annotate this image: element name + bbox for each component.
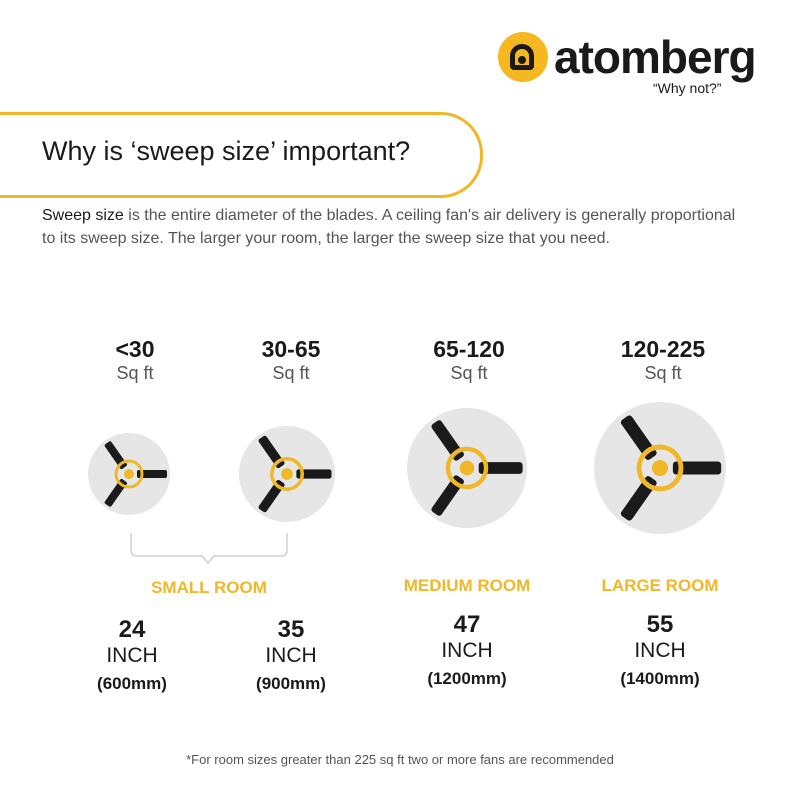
sweep-size: 35 (277, 616, 305, 643)
intro-paragraph: Sweep size is the entire diameter of the… (42, 204, 742, 250)
sweep-size: 55 (646, 611, 674, 638)
sweep-mm: (600mm) (97, 674, 167, 693)
fan-hub (459, 460, 475, 476)
sweep-unit: INCH (441, 639, 493, 662)
sweep-unit: INCH (265, 644, 317, 667)
size-4: 55 INCH (1400mm) (580, 611, 740, 689)
size-1: 24 INCH (600mm) (52, 616, 212, 694)
room-area: <30 (115, 336, 155, 362)
small-room-label: SMALL ROOM (151, 578, 267, 597)
fan-column-1: <30 Sq ft (55, 336, 215, 384)
fan-hub-ring (445, 446, 489, 490)
room-area: 30-65 (261, 336, 321, 362)
large-room-label: LARGE ROOM (601, 576, 719, 595)
fan-blade (296, 469, 332, 479)
fan-column-2: 30-65 Sq ft (211, 336, 371, 384)
room-area: 120-225 (620, 336, 706, 362)
fan-hub-ring (270, 457, 304, 491)
intro-bold: Sweep size (42, 207, 124, 224)
fan-icon (407, 408, 527, 528)
area-unit: Sq ft (644, 363, 682, 383)
area-unit: Sq ft (116, 363, 154, 383)
size-3: 47 INCH (1200mm) (387, 611, 547, 689)
page-title: Why is ‘sweep size’ important? (42, 136, 411, 166)
room-area: 65-120 (433, 336, 505, 362)
brand-tagline: “Why not?” (653, 80, 722, 96)
size-2: 35 INCH (900mm) (211, 616, 371, 694)
fan-hub-ring (114, 459, 144, 489)
sweep-size: 24 (118, 616, 146, 643)
footnote: *For room sizes greater than 225 sq ft t… (186, 752, 614, 767)
sweep-unit: INCH (106, 644, 158, 667)
fan-hub (124, 469, 134, 479)
fan-column-3: 65-120 Sq ft (389, 336, 549, 384)
sweep-mm: (1400mm) (620, 669, 700, 688)
area-unit: Sq ft (272, 363, 310, 383)
small-room-bracket (130, 533, 288, 564)
fan-icon (594, 402, 726, 534)
sweep-unit: INCH (634, 639, 686, 662)
sweep-mm: (1200mm) (427, 669, 507, 688)
fan-blade (672, 461, 722, 475)
medium-room-label: MEDIUM ROOM (403, 576, 531, 595)
brand-logo: atomberg “Why not?” (498, 30, 778, 100)
area-unit: Sq ft (450, 363, 488, 383)
fan-icon (239, 426, 335, 522)
fan-column-4: 120-225 Sq ft (583, 336, 743, 384)
logo-mark-icon (498, 32, 548, 82)
fan-hub (281, 468, 293, 480)
intro-text: is the entire diameter of the blades. A … (42, 207, 736, 247)
sweep-size: 47 (453, 611, 481, 638)
title-frame (0, 112, 483, 198)
sweep-mm: (900mm) (256, 674, 326, 693)
fan-hub-ring (636, 444, 684, 492)
brand-name: atomberg (554, 31, 757, 83)
fan-hub (651, 459, 669, 477)
fan-icon (88, 433, 170, 515)
fan-blade (137, 470, 167, 478)
fan-blade (478, 462, 523, 474)
